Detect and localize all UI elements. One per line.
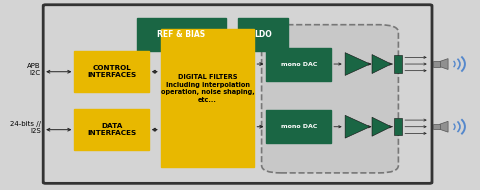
- Text: DATA
INTERFACES: DATA INTERFACES: [87, 123, 136, 136]
- Bar: [266, 110, 331, 143]
- Polygon shape: [440, 59, 448, 69]
- Bar: [74, 109, 149, 150]
- Polygon shape: [372, 117, 391, 136]
- FancyBboxPatch shape: [262, 25, 398, 173]
- Bar: [238, 18, 288, 51]
- Bar: [137, 18, 226, 51]
- Polygon shape: [345, 115, 370, 138]
- FancyBboxPatch shape: [43, 5, 432, 183]
- Bar: [432, 61, 440, 66]
- Text: mono DAC: mono DAC: [281, 124, 317, 129]
- Text: 24-bits //
I2S: 24-bits // I2S: [10, 121, 41, 134]
- Bar: [394, 55, 402, 73]
- Polygon shape: [345, 53, 370, 75]
- Bar: [266, 48, 331, 81]
- Bar: [432, 124, 440, 129]
- Text: APB
I2C: APB I2C: [27, 63, 41, 76]
- Bar: [161, 28, 254, 167]
- Text: mono DAC: mono DAC: [281, 62, 317, 67]
- Polygon shape: [372, 55, 391, 74]
- Bar: [394, 118, 402, 135]
- Bar: [74, 51, 149, 92]
- Text: REF & BIAS: REF & BIAS: [157, 30, 205, 39]
- Text: LDO: LDO: [254, 30, 272, 39]
- Text: DIGITAL FILTERS
Including interpolation
operation, noise shaping,
etc...: DIGITAL FILTERS Including interpolation …: [161, 74, 254, 103]
- Text: CONTROL
INTERFACES: CONTROL INTERFACES: [87, 65, 136, 78]
- Polygon shape: [440, 121, 448, 132]
